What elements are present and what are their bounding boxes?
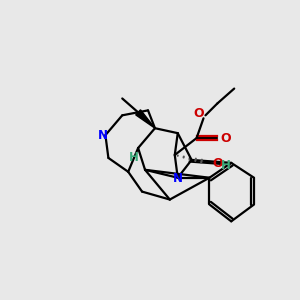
- Text: H: H: [221, 159, 231, 172]
- Polygon shape: [136, 110, 155, 128]
- Text: H: H: [129, 152, 139, 164]
- Text: O: O: [220, 132, 231, 145]
- Text: N: N: [173, 172, 183, 185]
- Text: O: O: [193, 107, 204, 120]
- Text: O: O: [212, 158, 223, 170]
- Text: N: N: [98, 129, 107, 142]
